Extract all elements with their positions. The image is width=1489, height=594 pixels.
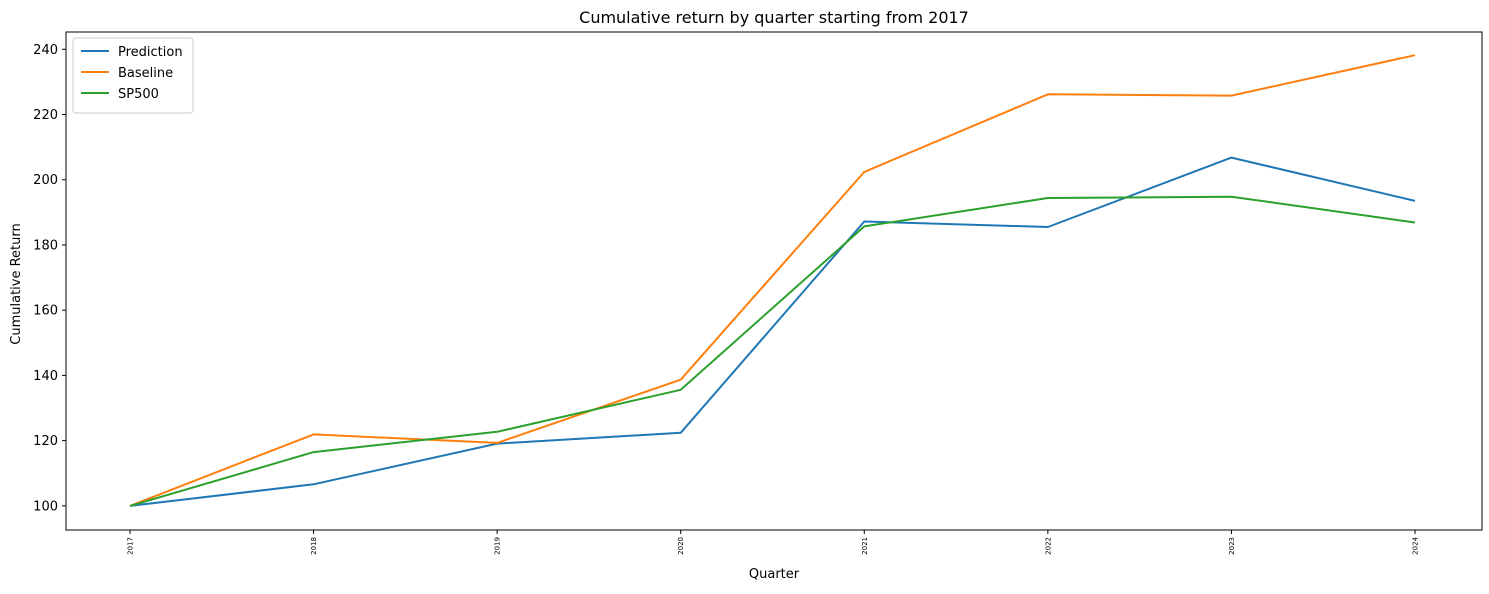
legend-label-prediction: Prediction (118, 45, 183, 60)
x-tick-label: 2021 (861, 537, 869, 555)
y-tick-label: 160 (33, 304, 58, 319)
legend-label-sp500: SP500 (118, 87, 159, 102)
chart-marks: 100 120 140 160 180 200 220 240 2017 2018 2019 2020… (33, 37, 1420, 555)
chart-title: Cumulative return by quarter starting fr… (579, 8, 969, 27)
x-axis-label: Quarter (749, 567, 800, 582)
series-line-baseline (129, 54, 1416, 507)
series-line-sp500 (129, 195, 1416, 507)
y-tick-label: 100 (33, 499, 58, 514)
x-tick-label: 2020 (677, 537, 685, 555)
y-tick-label: 220 (33, 108, 58, 123)
plot-frame (65, 31, 1483, 531)
y-tick-label: 120 (33, 434, 58, 449)
x-tick-label: 2024 (1412, 536, 1420, 554)
y-tick-label: 180 (33, 238, 58, 253)
x-tick-label: 2023 (1228, 537, 1236, 555)
y-tick-label: 200 (33, 173, 58, 188)
x-tick-label: 2022 (1044, 537, 1052, 555)
y-tick-label: 140 (33, 369, 58, 384)
series-line-prediction (129, 156, 1416, 507)
legend-box (72, 37, 194, 114)
y-axis-label: Cumulative Return (9, 223, 24, 344)
x-tick-label: 2019 (494, 537, 502, 555)
x-tick-label: 2018 (310, 537, 318, 555)
x-tick-label: 2017 (127, 537, 135, 555)
y-tick-label: 240 (33, 43, 58, 58)
legend-label-baseline: Baseline (118, 66, 173, 81)
